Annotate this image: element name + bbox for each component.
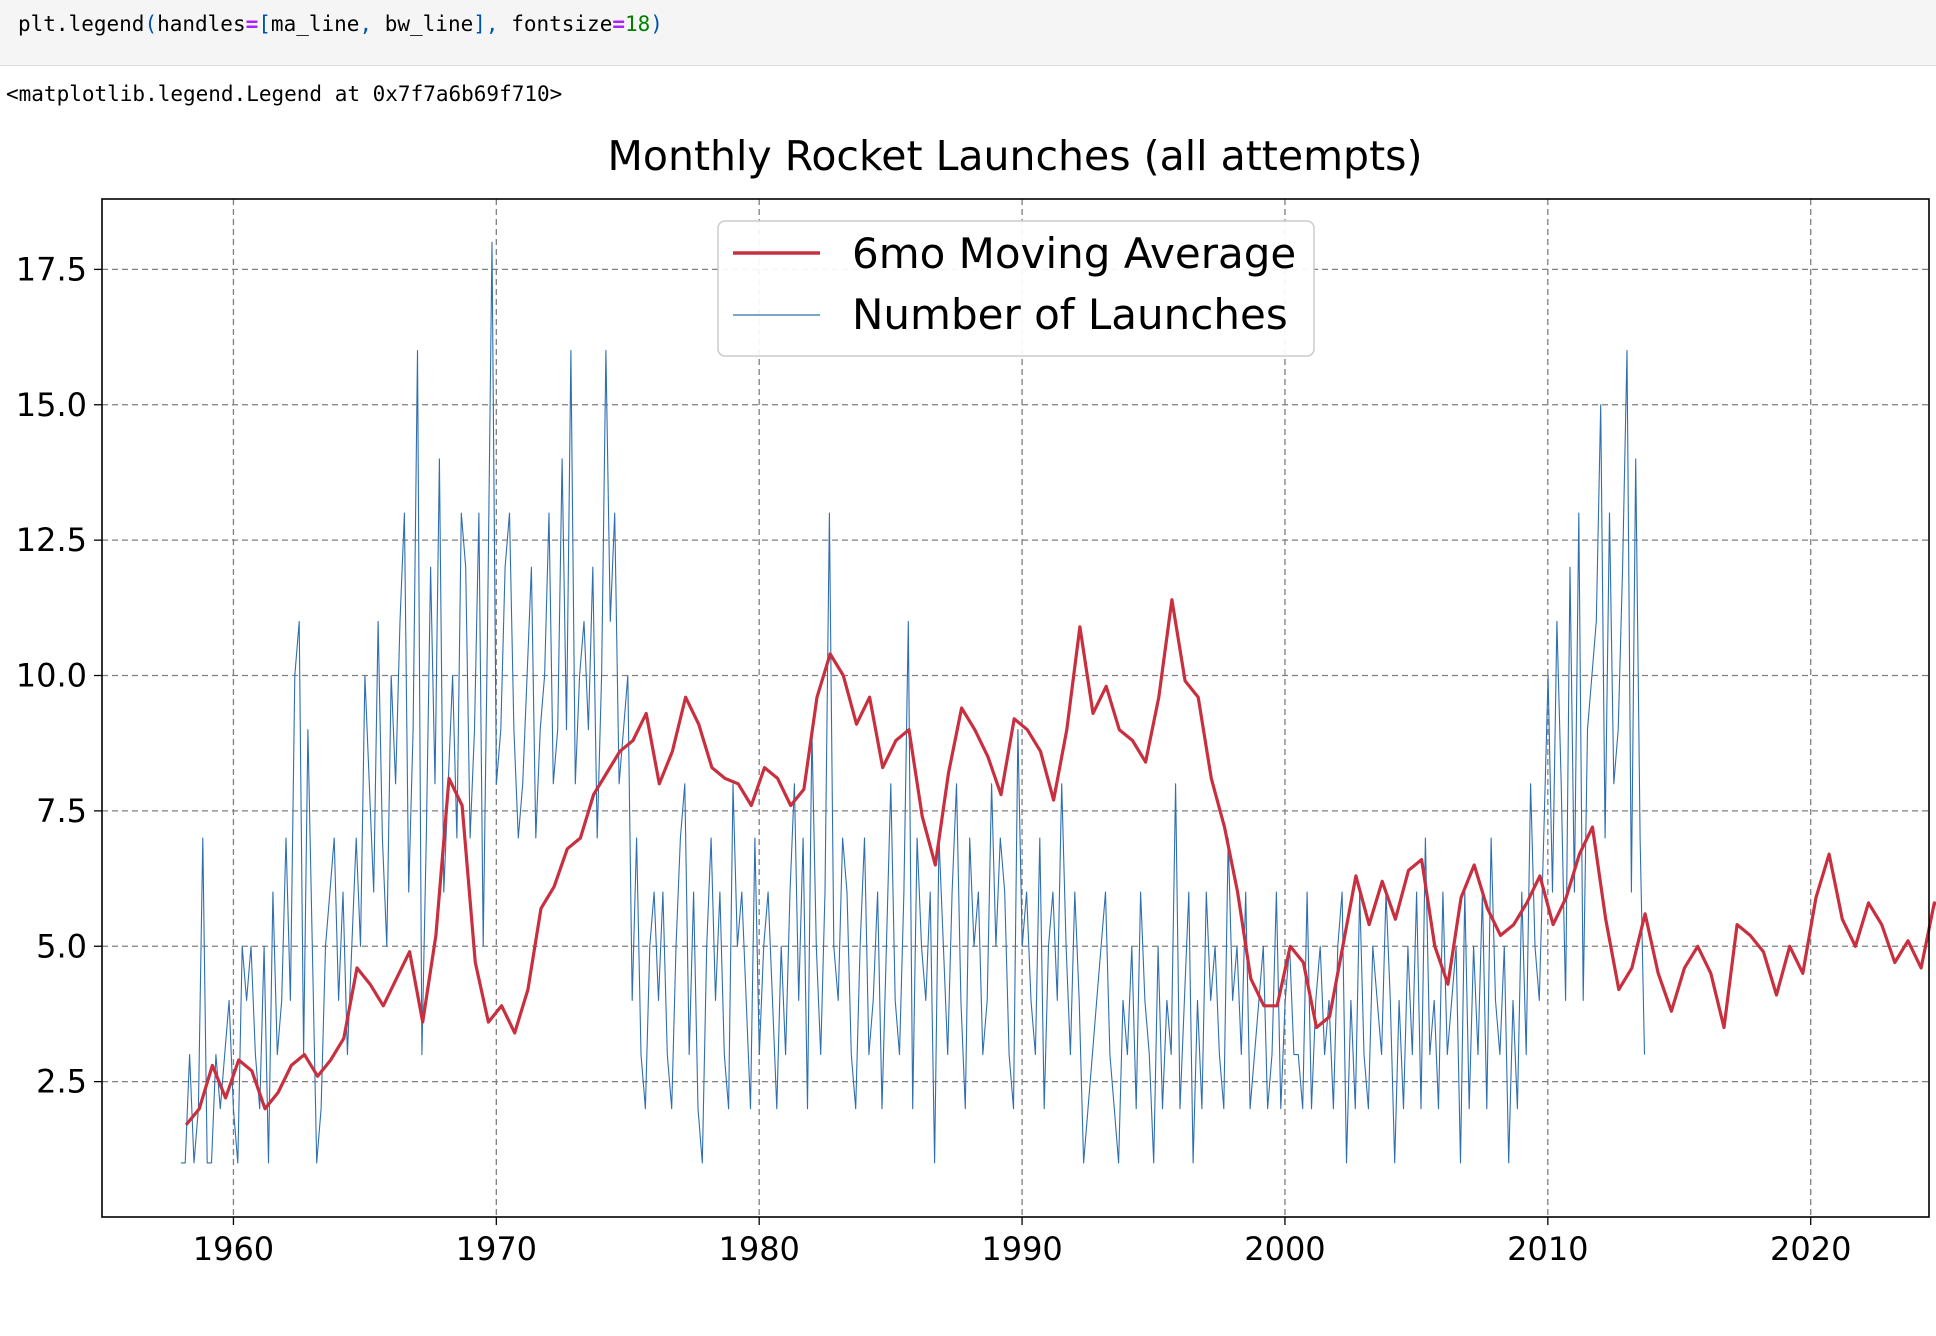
y-tick-label: 15.0	[16, 386, 87, 424]
chart-title: Monthly Rocket Launches (all attempts)	[608, 132, 1423, 180]
y-tick-label: 7.5	[36, 792, 87, 830]
code-paren-close: )	[650, 12, 663, 36]
output-text: <matplotlib.legend.Legend at 0x7f7a6b69f…	[6, 82, 563, 106]
code-bracket-open: [	[258, 12, 271, 36]
y-tick-label: 10.0	[16, 657, 87, 695]
code-fontsize-value: 18	[625, 12, 651, 36]
ticks: 1960 1970 1980 1990 2000 2010 2020 2.5 5.0 7.5 10.…	[16, 250, 1852, 1268]
x-tick-label: 1960	[193, 1230, 274, 1268]
x-tick-label: 2000	[1244, 1230, 1325, 1268]
code-eq: =	[245, 12, 259, 36]
grid	[102, 199, 1929, 1217]
x-tick-label: 2010	[1507, 1230, 1588, 1268]
x-tick-label: 1980	[718, 1230, 799, 1268]
x-tick-label: 1990	[981, 1230, 1062, 1268]
legend: 6mo Moving Average Number of Launches	[717, 220, 1315, 357]
y-tick-label: 17.5	[16, 250, 87, 288]
axes-frame	[101, 198, 1930, 1218]
legend-box	[717, 220, 1315, 357]
code-line: plt.legend(handles=[ma_line, bw_line], f…	[18, 12, 663, 36]
y-tick-label: 12.5	[16, 521, 87, 559]
launches-chart: Monthly Rocket Launches (all attempts) 1…	[16, 132, 1936, 1268]
code-handles-kw: handles	[157, 12, 246, 36]
series-moving-average-line	[184, 598, 1936, 1126]
y-tick-label: 5.0	[36, 927, 87, 965]
code-bracket-close: ],	[473, 12, 512, 36]
legend-label-moving-average: 6mo Moving Average	[852, 229, 1296, 278]
series-launches-line	[180, 241, 1646, 1164]
x-tick-label: 1970	[456, 1230, 537, 1268]
series-layer	[180, 241, 1936, 1164]
code-handle-2: bw_line	[384, 12, 474, 36]
code-handle-1: ma_line	[270, 12, 360, 36]
y-tick-label: 2.5	[36, 1063, 87, 1101]
code-eq-2: =	[612, 12, 625, 36]
code-cell[interactable]: plt.legend(handles=[ma_line, bw_line], f…	[0, 0, 1936, 66]
x-tick-label: 2020	[1770, 1230, 1851, 1268]
code-paren-open: (	[144, 12, 158, 36]
code-fontsize-kw: fontsize	[511, 12, 613, 36]
legend-label-launches: Number of Launches	[852, 290, 1288, 339]
code-comma: ,	[359, 12, 385, 36]
code-func: plt.legend	[18, 12, 145, 36]
